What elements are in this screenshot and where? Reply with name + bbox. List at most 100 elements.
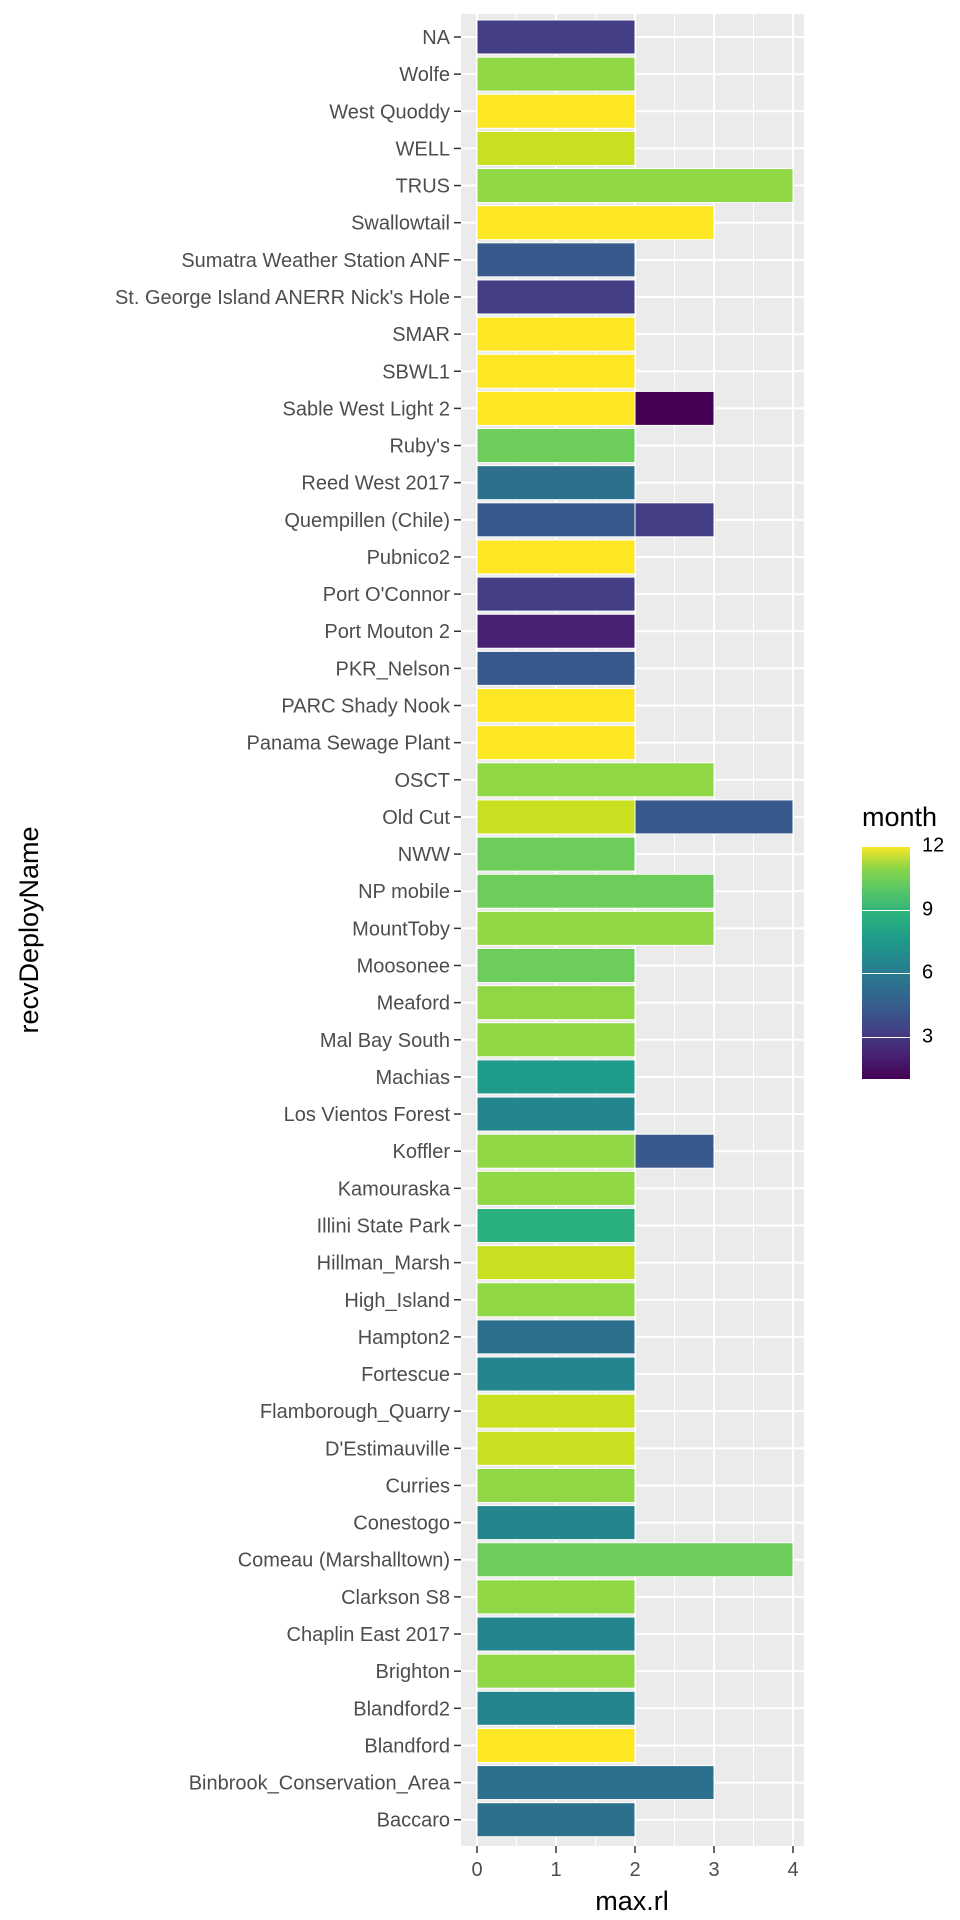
y-tick-label: Hampton2 bbox=[358, 1327, 450, 1349]
y-tick-label: Chaplin East 2017 bbox=[287, 1624, 450, 1646]
y-tick-label: Curries bbox=[386, 1475, 450, 1497]
bar-segment bbox=[476, 502, 636, 538]
bar-segment bbox=[476, 1653, 636, 1689]
y-tick-label: SBWL1 bbox=[382, 361, 450, 383]
bar-segment bbox=[476, 1467, 636, 1503]
bar-segment bbox=[476, 56, 636, 92]
legend-tick-label: 3 bbox=[922, 1025, 934, 1048]
y-tick-label: Binbrook_Conservation_Area bbox=[189, 1773, 451, 1795]
legend-tick-mark bbox=[862, 846, 910, 847]
bar-segment bbox=[634, 799, 794, 835]
bar-segment bbox=[476, 1022, 636, 1058]
bar-segment bbox=[476, 168, 794, 204]
y-tick-label: St. George Island ANERR Nick's Hole bbox=[115, 287, 450, 309]
bar-segment bbox=[476, 1319, 636, 1355]
y-tick-label: Comeau (Marshalltown) bbox=[238, 1550, 450, 1572]
y-tick-label: Wolfe bbox=[399, 64, 450, 86]
bar-segment bbox=[634, 1133, 715, 1169]
bar-segment bbox=[476, 1430, 636, 1466]
legend-tick-mark bbox=[862, 909, 910, 911]
y-tick-label: PARC Shady Nook bbox=[281, 696, 451, 718]
y-tick-label: NP mobile bbox=[358, 881, 450, 903]
y-axis-title: recvDeployName bbox=[14, 826, 44, 1033]
y-tick-label: WELL bbox=[396, 138, 450, 160]
bar-segment bbox=[634, 390, 715, 426]
y-tick-label: Meaford bbox=[377, 993, 450, 1015]
bar-segment bbox=[476, 1393, 636, 1429]
bar-segment bbox=[476, 1133, 636, 1169]
y-tick-label: West Quoddy bbox=[329, 101, 450, 123]
bar-segment bbox=[476, 836, 636, 872]
bar-segment bbox=[476, 1282, 636, 1318]
bar-segment bbox=[476, 1356, 636, 1392]
bar-segment bbox=[476, 1505, 636, 1541]
bar-segment bbox=[476, 316, 636, 352]
bar-segment bbox=[476, 539, 636, 575]
bar-segment bbox=[476, 688, 636, 724]
legend-tick-mark bbox=[862, 1036, 910, 1038]
y-tick-label: Sable West Light 2 bbox=[282, 398, 450, 420]
legend-tick-label: 9 bbox=[922, 898, 934, 921]
x-axis-title: max.rl bbox=[595, 1886, 669, 1916]
bar-segment bbox=[476, 93, 636, 129]
x-tick-label: 1 bbox=[550, 1859, 561, 1881]
legend-title: month bbox=[862, 802, 938, 832]
y-tick-label: Quempillen (Chile) bbox=[284, 510, 450, 532]
y-tick-label: Illini State Park bbox=[317, 1215, 451, 1237]
bar-segment bbox=[476, 948, 636, 983]
x-tick-label: 3 bbox=[708, 1859, 719, 1881]
bar-segment bbox=[476, 873, 715, 909]
y-tick-label: Blandford2 bbox=[353, 1698, 450, 1720]
y-tick-label: Baccaro bbox=[377, 1810, 450, 1832]
y-tick-label: Blandford bbox=[364, 1735, 450, 1757]
bar-segment bbox=[476, 205, 715, 241]
legend-tick-label: 12 bbox=[922, 834, 945, 857]
bar-segment bbox=[476, 1096, 636, 1132]
bar-segment bbox=[476, 1579, 636, 1615]
bar-segment bbox=[476, 762, 715, 798]
y-tick-label: Moosonee bbox=[357, 956, 450, 978]
y-tick-label: Ruby's bbox=[389, 436, 450, 458]
y-tick-label: Kamouraska bbox=[338, 1178, 451, 1200]
bar-segment bbox=[476, 19, 636, 55]
bars-group bbox=[476, 19, 794, 1838]
bar-segment bbox=[476, 1059, 636, 1095]
x-tick-label: 0 bbox=[471, 1859, 482, 1881]
bar-segment bbox=[476, 650, 636, 686]
bar-segment bbox=[634, 502, 715, 538]
y-tick-label: Port Mouton 2 bbox=[324, 621, 450, 643]
y-tick-label: Mal Bay South bbox=[320, 1030, 450, 1052]
bar-segment bbox=[476, 1616, 636, 1652]
bar-segment bbox=[476, 576, 636, 612]
y-tick-label: Fortescue bbox=[361, 1364, 450, 1386]
legend-colorbar bbox=[862, 846, 910, 1079]
y-tick-label: D'Estimauville bbox=[325, 1438, 450, 1460]
bar-segment bbox=[476, 1207, 636, 1243]
bar-segment bbox=[476, 1245, 636, 1281]
y-tick-label: Reed West 2017 bbox=[301, 473, 450, 495]
bar-segment bbox=[476, 390, 636, 426]
y-tick-label: Clarkson S8 bbox=[341, 1587, 450, 1609]
y-tick-label: Sumatra Weather Station ANF bbox=[181, 250, 450, 272]
y-tick-label: Port O'Connor bbox=[323, 584, 451, 606]
y-tick-label: NWW bbox=[398, 844, 450, 866]
y-tick-label: TRUS bbox=[396, 176, 450, 198]
y-tick-label: Pubnico2 bbox=[367, 547, 450, 569]
y-tick-label: OSCT bbox=[394, 770, 450, 792]
y-tick-label: Brighton bbox=[376, 1661, 451, 1683]
bar-segment bbox=[476, 799, 636, 835]
y-tick-label: Panama Sewage Plant bbox=[247, 733, 451, 755]
y-tick-label: Conestogo bbox=[353, 1513, 450, 1535]
bar-segment bbox=[476, 1170, 636, 1206]
bar-segment bbox=[476, 910, 715, 946]
y-axis: NA Wolfe West Quoddy WELL TRUS Swallowtail Sum… bbox=[115, 27, 461, 1832]
y-tick-label: NA bbox=[422, 27, 450, 49]
x-axis: 0 1 2 3 4 bbox=[471, 1846, 799, 1881]
y-tick-label: Swallowtail bbox=[351, 213, 450, 235]
y-tick-label: SMAR bbox=[392, 324, 450, 346]
bar-segment bbox=[476, 613, 636, 649]
y-tick-label: Old Cut bbox=[382, 807, 450, 829]
bar-segment bbox=[476, 242, 636, 278]
legend-tick-label: 6 bbox=[922, 961, 934, 984]
